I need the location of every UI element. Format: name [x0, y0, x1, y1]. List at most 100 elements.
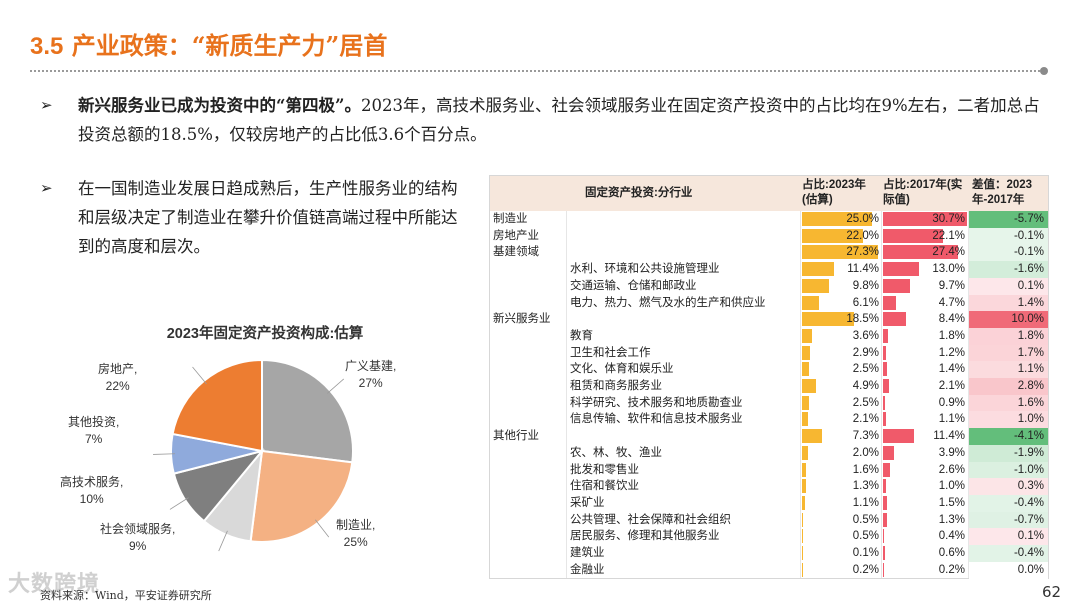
diff-cell: 10.0%	[969, 311, 1048, 329]
value-2023: 22.0%	[846, 229, 879, 242]
value-2017: 11.4%	[933, 430, 965, 443]
table-row: 科学研究、技术服务和地质勘查业 2.5% 0.9% 1.6%	[490, 394, 1048, 412]
value-2023: 2.5%	[852, 363, 879, 376]
diff-value: 1.1%	[1017, 363, 1044, 376]
pie-label-hightech-services: 高技术服务, 10%	[60, 475, 124, 506]
header-diff: 差值：2023年-2017年	[972, 179, 1033, 206]
value-2017: 9.7%	[938, 279, 965, 292]
table-row: 其他行业 7.3% 11.4% -4.1%	[490, 428, 1048, 446]
value-2023: 9.8%	[852, 279, 879, 292]
row-sub-label: 卫生和社会工作	[570, 346, 651, 359]
value-2017: 4.7%	[938, 296, 965, 309]
table-row: 建筑业 0.1% 0.6% -0.4%	[490, 545, 1048, 562]
value-2017: 30.7%	[932, 213, 965, 225]
diff-value: 2.8%	[1017, 380, 1044, 392]
bullet-1: ➢ 新兴服务业已成为投资中的“第四极”。2023年，高技术服务业、社会领域服务业…	[40, 91, 1040, 149]
value-2023: 18.5%	[846, 313, 879, 326]
header-category: 固定资产投资:分行业	[585, 187, 693, 199]
table-row: 基建领域 27.3% 27.4% -0.1%	[490, 244, 1048, 262]
pie-chart	[153, 358, 354, 552]
diff-cell: -1.9%	[969, 444, 1048, 462]
bar-2023	[802, 429, 823, 444]
value-2023: 1.3%	[852, 480, 879, 493]
pie-leader-line	[218, 530, 228, 552]
diff-value: 0.0%	[1017, 563, 1044, 576]
table-row: 信息传输、软件和信息技术服务业 2.1% 1.1% 1.0%	[490, 411, 1048, 429]
row-sub-label: 批发和零售业	[570, 463, 639, 476]
value-2023: 7.3%	[852, 430, 879, 443]
bar-2023	[802, 445, 808, 460]
diff-cell: 0.1%	[969, 528, 1048, 546]
bar-2017	[883, 429, 915, 444]
diff-value: 10.0%	[1011, 313, 1044, 326]
bar-2023	[802, 512, 804, 527]
value-2017: 2.1%	[938, 380, 965, 392]
pie-label-social-services: 社会领域服务, 9%	[100, 522, 176, 553]
value-2023: 2.5%	[852, 396, 879, 409]
diff-cell: -0.4%	[969, 545, 1048, 562]
bar-2023	[802, 395, 809, 410]
bar-2017	[883, 462, 891, 477]
diff-cell: 1.1%	[969, 361, 1048, 379]
row-sub-label: 住宿和餐饮业	[570, 480, 639, 493]
diff-cell: 0.3%	[969, 478, 1048, 496]
diff-cell: -1.6%	[969, 261, 1048, 279]
bar-2023	[802, 379, 816, 393]
value-2017: 0.4%	[938, 530, 965, 543]
table-row: 租赁和商务服务业 4.9% 2.1% 2.8%	[490, 378, 1048, 395]
diff-cell: 1.4%	[969, 294, 1048, 312]
table-row: 农、林、牧、渔业 2.0% 3.9% -1.9%	[490, 444, 1048, 462]
investment-table: 固定资产投资:分行业 占比:2023年(估算) 占比:2017年(实际值) 差值…	[489, 175, 1049, 579]
table-row: 批发和零售业 1.6% 2.6% -1.0%	[490, 461, 1048, 479]
pie-slice	[261, 358, 354, 464]
column-divider	[800, 211, 801, 578]
diff-value: 1.7%	[1017, 346, 1044, 359]
watermark: 大数跨境	[8, 572, 101, 597]
bar-2017	[883, 345, 887, 360]
bar-2017	[883, 546, 885, 560]
diff-value: 0.1%	[1017, 530, 1044, 543]
diff-cell: 1.6%	[969, 394, 1048, 412]
bar-2017	[883, 479, 886, 494]
value-2017: 0.9%	[938, 396, 965, 409]
bar-2017	[883, 262, 919, 277]
table-row: 交通运输、仓储和邮政业 9.8% 9.7% 0.1%	[490, 277, 1048, 295]
bar-2017	[883, 412, 886, 427]
pie-leader-line	[326, 378, 345, 394]
row-sub-label: 居民服务、修理和其他服务业	[570, 530, 720, 543]
bar-2023	[802, 479, 806, 494]
row-sub-label: 教育	[570, 329, 593, 342]
table-row: 公共管理、社会保障和社会组织 0.5% 1.3% -0.7%	[490, 511, 1048, 529]
value-2023: 0.5%	[852, 513, 879, 526]
bar-2023	[802, 262, 834, 277]
title-text: 产业政策：“新质生产力”居首	[71, 31, 388, 60]
value-2017: 1.5%	[938, 496, 965, 509]
value-2017: 13.0%	[932, 263, 965, 276]
diff-value: -1.0%	[1013, 463, 1044, 476]
divider-end-dot	[1040, 67, 1048, 75]
diff-cell: -0.1%	[969, 227, 1048, 245]
pie-leader-line	[192, 366, 207, 385]
diff-value: 0.1%	[1017, 279, 1044, 292]
section-number: 3.5	[30, 33, 64, 60]
diff-cell: -0.4%	[969, 494, 1048, 512]
bullet-1-text: 2023年，高技术服务业、社会领域服务业在固定资产投资中的占比均在9%左右，二者…	[78, 96, 1040, 144]
pie-label-manufacturing: 制造业, 25%	[336, 518, 376, 549]
arrow-bullet-icon: ➢	[40, 179, 53, 197]
column-divider	[566, 211, 567, 578]
diff-value: -1.6%	[1013, 263, 1044, 276]
bar-2023	[802, 212, 872, 226]
row-group-label: 新兴服务业	[493, 313, 551, 326]
table-row: 房地产业 22.0% 22.1% -0.1%	[490, 227, 1048, 245]
bar-2023	[802, 245, 878, 260]
diff-value: 0.3%	[1017, 480, 1044, 493]
header-2017: 占比:2017年(实际值)	[883, 179, 963, 206]
value-2017: 1.8%	[938, 329, 965, 342]
bullet-1-lead: 新兴服务业已成为投资中的“第四极”。	[78, 96, 361, 115]
bar-2023	[802, 412, 808, 427]
diff-value: -1.9%	[1013, 446, 1044, 459]
bar-2017	[883, 278, 910, 293]
value-2017: 1.4%	[938, 363, 965, 376]
diff-cell: 1.7%	[969, 344, 1048, 362]
value-2017: 27.4%	[932, 246, 965, 259]
